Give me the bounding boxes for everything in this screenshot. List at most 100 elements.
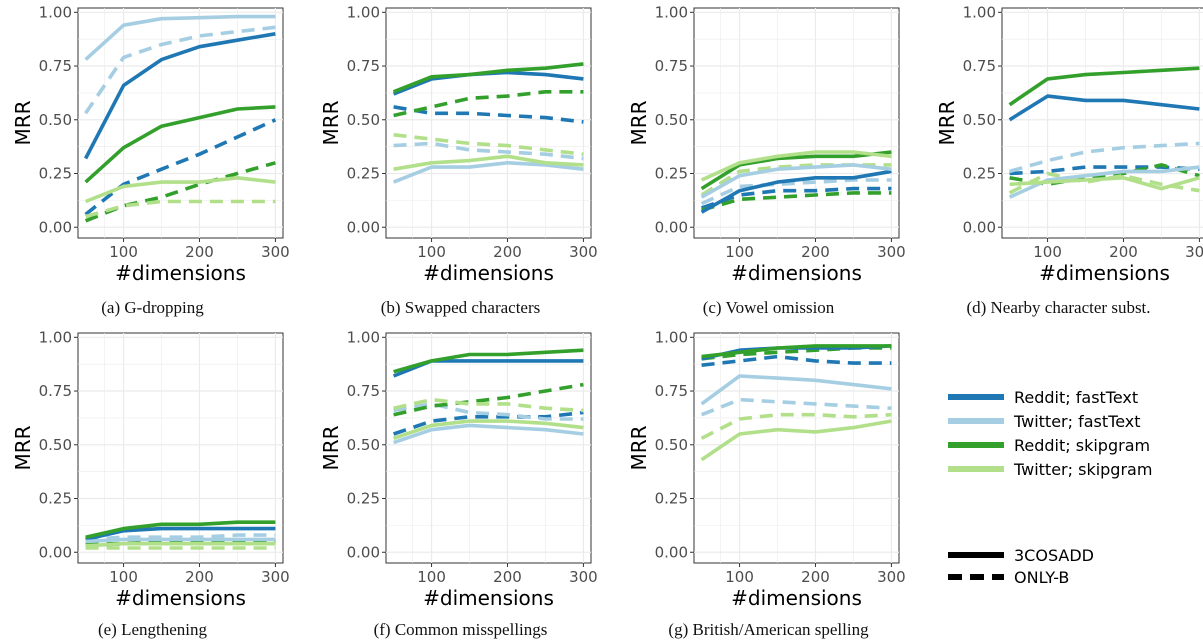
series-line-reddit-skipgram-3cosadd: [1008, 66, 1200, 107]
chart-svg: 0.00 0.25 0.50 0.75 1.00 100 200 300 #dimensions…: [935, 3, 1203, 285]
series-line-twitter-skipgram-3cosadd: [393, 419, 584, 441]
x-tick-label: 100: [1033, 243, 1062, 261]
series-line-reddit-skipgram-3cosadd: [84, 105, 276, 184]
series-line-twitter-fasttext-3cosadd: [392, 161, 584, 184]
series-line-reddit-skipgram-3cosadd: [700, 150, 892, 191]
x-tick-label: 100: [725, 568, 754, 586]
series-line-reddit-skipgram-3cosadd: [393, 348, 584, 374]
y-axis-title: MRR: [319, 100, 343, 145]
y-tick-label: 0.00: [963, 218, 996, 236]
y-tick-label: 0.75: [39, 382, 72, 400]
y-tick-label: 0.00: [39, 218, 72, 236]
x-axis-title: #dimensions: [423, 261, 554, 285]
y-tick-label: 1.00: [39, 328, 72, 346]
series-line-reddit-fasttext-only-b: [393, 410, 584, 436]
series-line-reddit-skipgram-only-b: [701, 191, 892, 212]
y-tick-label: 0.25: [655, 490, 688, 508]
chart-svg: 0.00 0.25 0.50 0.75 1.00 100 200 300 #dimensions…: [319, 328, 598, 610]
series-line-twitter-fasttext-only-b: [84, 25, 276, 115]
y-tick-label: 0.25: [347, 165, 380, 183]
x-tick-label: 100: [417, 568, 446, 586]
panel-e: 0.00 0.25 0.50 0.75 1.00 100 200 300 #dimensions…: [0, 325, 290, 617]
legend-label: Reddit; skipgram: [1014, 436, 1150, 455]
series-line-reddit-fasttext-only-b: [1009, 165, 1200, 176]
series-line-twitter-fasttext-only-b: [85, 533, 276, 542]
x-tick-label: 200: [801, 243, 830, 261]
x-tick-label: 300: [877, 568, 906, 586]
x-tick-label: 300: [261, 568, 290, 586]
caption-f: (f) Common misspellings: [373, 620, 548, 639]
y-tick-label: 0.25: [963, 165, 996, 183]
y-tick-label: 0.50: [963, 111, 996, 129]
series-line-twitter-skipgram-only-b: [393, 397, 584, 413]
y-tick-label: 0.00: [39, 543, 72, 561]
legend: Reddit; fastText Twitter; fastText Reddit;…: [940, 375, 1200, 620]
y-tick-label: 0.50: [655, 436, 688, 454]
y-tick-label: 0.50: [39, 111, 72, 129]
series-line-twitter-skipgram-3cosadd: [84, 176, 276, 204]
legend-label: ONLY-B: [1014, 568, 1069, 587]
series-line-twitter-fasttext-3cosadd: [393, 423, 584, 445]
y-tick-label: 0.50: [655, 111, 688, 129]
legend-label: 3COSADD: [1014, 546, 1094, 565]
caption-d: (d) Nearby character subst.: [966, 298, 1151, 317]
caption-b: (b) Swapped characters: [380, 298, 541, 317]
panel-c: 0.00 0.25 0.50 0.75 1.00 100 200 300 #dimensions…: [616, 0, 906, 292]
x-tick-label: 300: [569, 243, 598, 261]
caption-g: (g) British/American spelling: [668, 620, 869, 639]
series-line-reddit-fasttext-only-b: [701, 354, 892, 367]
y-axis-title: MRR: [11, 425, 35, 470]
series-line-twitter-skipgram-only-b: [393, 133, 584, 156]
x-axis-title: #dimensions: [115, 261, 246, 285]
series-line-reddit-fasttext-3cosadd: [700, 169, 892, 214]
x-tick-label: 200: [801, 568, 830, 586]
series-line-reddit-fasttext-3cosadd: [1008, 94, 1200, 122]
x-tick-label: 300: [877, 243, 906, 261]
chart-svg: 0.00 0.25 0.50 0.75 1.00 100 200 300 #dimensions…: [627, 328, 906, 610]
legend-label: Reddit; fastText: [1014, 388, 1138, 407]
x-tick-label: 300: [261, 243, 290, 261]
y-tick-label: 1.00: [655, 328, 688, 346]
plot-area: [385, 7, 592, 239]
y-axis-title: MRR: [627, 425, 651, 470]
series-line-twitter-fasttext-only-b: [393, 402, 584, 421]
x-tick-label: 200: [185, 243, 214, 261]
x-axis-title: #dimensions: [423, 586, 554, 610]
y-tick-label: 0.00: [655, 543, 688, 561]
chart-svg: 0.00 0.25 0.50 0.75 1.00 100 200 300 #dimensions…: [11, 328, 290, 610]
x-tick-label: 100: [109, 568, 138, 586]
series-line-twitter-skipgram-3cosadd: [85, 541, 276, 548]
y-axis-title: MRR: [11, 100, 35, 145]
series-line-twitter-fasttext-only-b: [1009, 141, 1200, 174]
series-line-reddit-skipgram-3cosadd: [392, 62, 584, 94]
series-line-twitter-skipgram-only-b: [85, 199, 276, 219]
panel-g: 0.00 0.25 0.50 0.75 1.00 100 200 300 #dimensions…: [616, 325, 906, 617]
y-tick-label: 0.50: [347, 436, 380, 454]
y-tick-label: 0.75: [655, 57, 688, 75]
y-tick-label: 0.00: [347, 543, 380, 561]
caption-a: (a) G-dropping: [101, 298, 204, 317]
series-line-twitter-fasttext-3cosadd: [700, 163, 892, 199]
plot-area: [1001, 7, 1203, 239]
series-line-twitter-fasttext-3cosadd: [700, 374, 892, 406]
y-axis-title: MRR: [627, 100, 651, 145]
series-line-reddit-skipgram-only-b: [393, 90, 584, 118]
legend-label: Twitter; fastText: [1013, 412, 1141, 431]
x-axis-title: #dimensions: [115, 586, 246, 610]
x-axis-title: #dimensions: [731, 261, 862, 285]
x-tick-label: 300: [569, 568, 598, 586]
y-axis-title: MRR: [319, 425, 343, 470]
y-tick-label: 0.25: [655, 165, 688, 183]
y-tick-label: 0.50: [347, 111, 380, 129]
series-line-twitter-fasttext-only-b: [393, 141, 584, 161]
x-tick-label: 100: [725, 243, 754, 261]
series-line-twitter-fasttext-3cosadd: [84, 14, 276, 61]
panel-b: 0.00 0.25 0.50 0.75 1.00 100 200 300 #dimensions…: [308, 0, 598, 292]
panel-a: 0.00 0.25 0.50 0.75 1.00 100 200 300 #dimensions…: [0, 0, 290, 292]
y-tick-label: 0.50: [39, 436, 72, 454]
x-tick-label: 200: [493, 568, 522, 586]
series-line-reddit-fasttext-3cosadd: [84, 32, 276, 160]
series-line-twitter-skipgram-3cosadd: [393, 154, 584, 171]
series-line-reddit-skipgram-3cosadd: [701, 344, 892, 359]
x-tick-label: 200: [185, 568, 214, 586]
